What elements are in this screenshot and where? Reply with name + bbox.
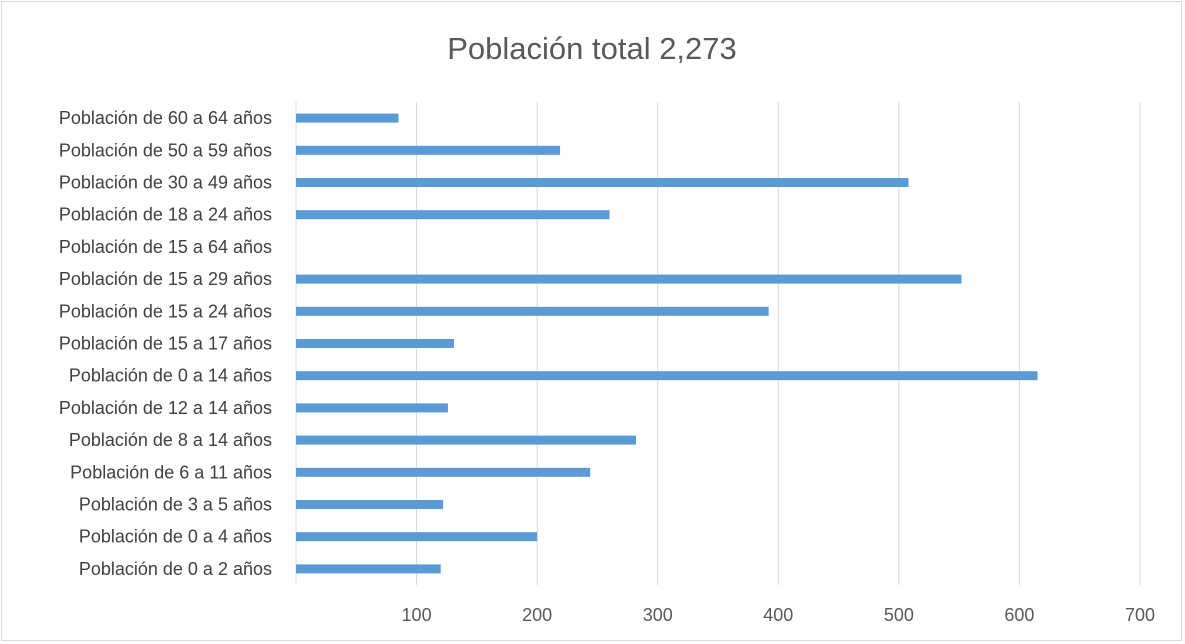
category-label: Población de 0 a 14 años [69,366,272,386]
category-label: Población de 50 a 59 años [59,140,272,160]
category-label: Población de 60 a 64 años [59,108,272,128]
category-label: Población de 0 a 4 años [79,527,272,547]
bar [296,435,637,445]
gridlines [416,102,1141,585]
category-label: Población de 0 a 2 años [79,559,272,579]
category-label: Población de 30 a 49 años [59,173,272,193]
x-tick-label: 600 [1004,605,1034,625]
bar [296,113,399,123]
bar [296,403,448,413]
category-label: Población de 8 a 14 años [69,430,272,450]
x-tick-label: 300 [643,605,673,625]
x-tick-label: 400 [763,605,793,625]
category-labels: Población de 60 a 64 años Población de 50… [59,108,272,579]
category-label: Población de 15 a 64 años [59,237,272,257]
x-tick-label: 700 [1125,605,1155,625]
bar [296,371,1038,381]
bar [296,145,561,155]
bar [296,210,610,220]
bar [296,274,962,284]
bar [296,178,909,187]
category-label: Población de 6 a 11 años [70,462,272,482]
bar [296,500,444,509]
bar [296,467,591,477]
x-tick-label: 100 [402,605,432,625]
category-label: Población de 15 a 29 años [59,269,272,289]
category-label: Población de 18 a 24 años [59,205,272,225]
bar [296,564,441,574]
x-tick-labels: 100 200 300 400 500 600 700 [402,605,1155,625]
category-label: Población de 12 a 14 años [59,398,272,418]
x-tick-label: 500 [884,605,914,625]
bar [296,306,769,316]
category-label: Población de 15 a 24 años [59,301,272,321]
category-label: Población de 3 a 5 años [79,495,272,515]
category-label: Población de 15 a 17 años [59,334,272,354]
bar [296,339,454,348]
x-tick-label: 200 [522,605,552,625]
bars [296,113,1038,574]
bar [296,532,538,542]
chart-title: Población total 2,273 [447,31,737,66]
